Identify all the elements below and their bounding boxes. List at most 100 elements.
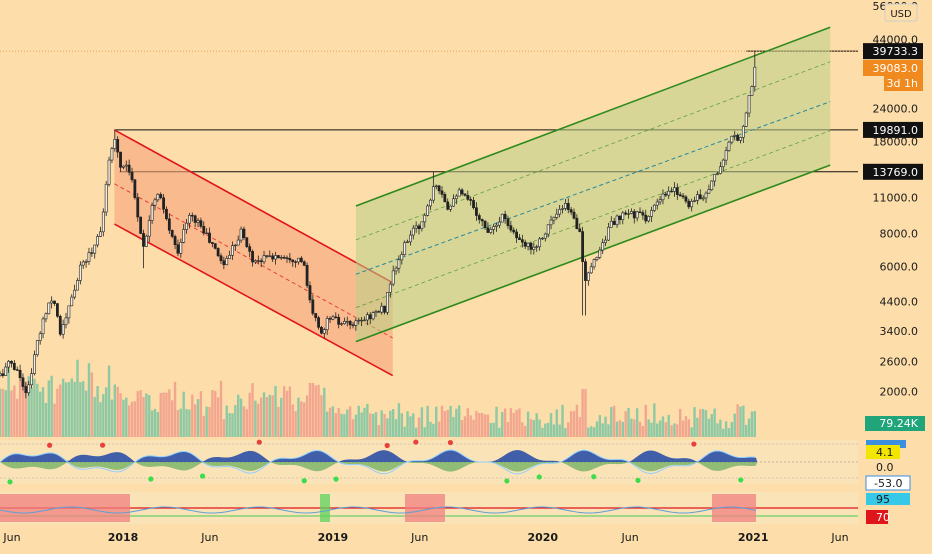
- volume-bar: [294, 411, 297, 437]
- volume-bar: [360, 412, 363, 437]
- candle-body: [503, 213, 507, 220]
- volume-bar: [412, 413, 415, 437]
- candle-body: [274, 255, 277, 260]
- volume-bar: [234, 405, 237, 437]
- candle-body: [463, 193, 467, 196]
- volume-bar: [420, 407, 424, 437]
- candle-body: [142, 233, 145, 247]
- volume-bar: [506, 422, 510, 437]
- volume-bar: [268, 394, 271, 437]
- volume-bar: [96, 386, 99, 437]
- volume-bar: [498, 427, 501, 437]
- candle-body: [414, 225, 418, 229]
- candle-body: [604, 239, 607, 243]
- candle-body: [96, 236, 99, 246]
- volume-bar: [564, 428, 567, 437]
- volume-bar: [257, 403, 260, 437]
- descending-channel-upper-line[interactable]: [114, 129, 394, 284]
- volume-bar: [727, 428, 731, 437]
- volume-bar: [417, 417, 421, 437]
- candle-body: [133, 179, 137, 198]
- volume-bar: [538, 419, 541, 437]
- ascending-channel-lower-line[interactable]: [355, 164, 831, 343]
- volume-bar: [125, 397, 128, 437]
- volume-bar: [311, 383, 315, 437]
- volume-bar: [176, 410, 180, 437]
- volume-bar: [300, 401, 303, 437]
- volume-bar: [159, 393, 162, 437]
- ascending-channel-center-line: [355, 101, 831, 275]
- candle-body: [374, 311, 378, 313]
- volume-bar: [446, 409, 449, 437]
- volume-bar: [314, 385, 317, 437]
- currency-badge[interactable]: [884, 3, 918, 22]
- candle-body: [561, 208, 564, 210]
- price-tick-label: 4400.0: [880, 296, 919, 309]
- volume-bar: [595, 421, 599, 437]
- candle-body: [12, 362, 16, 370]
- candle-body: [523, 241, 527, 247]
- volume-bar: [644, 404, 647, 437]
- volume-bar: [30, 387, 33, 437]
- volume-bar: [76, 359, 79, 437]
- candle-body: [730, 135, 734, 143]
- volume-bar: [87, 363, 91, 437]
- candle-body: [259, 260, 263, 263]
- volume-bar: [739, 406, 742, 437]
- volume-bar: [544, 423, 547, 437]
- volume-bar: [618, 420, 622, 437]
- candle-body: [618, 215, 622, 220]
- candle-body: [644, 214, 648, 222]
- volume-bar: [165, 392, 168, 437]
- candle-body: [509, 225, 513, 231]
- volume-bar: [231, 413, 234, 437]
- volume-bar: [145, 393, 148, 437]
- volume-bar: [386, 418, 389, 437]
- candle-body: [400, 254, 404, 261]
- candle-body: [394, 267, 398, 272]
- candle-body: [707, 189, 711, 194]
- volume-bar: [24, 381, 28, 437]
- candle-body: [87, 252, 91, 262]
- candle-body: [84, 261, 88, 263]
- volume-bar: [99, 402, 102, 437]
- ascending-channel-upper-line[interactable]: [355, 26, 831, 207]
- volume-bar: [237, 394, 240, 437]
- candle-body: [61, 324, 65, 335]
- candle-body: [340, 323, 343, 325]
- volume-bar: [185, 409, 188, 437]
- candle-body: [721, 159, 725, 168]
- volume-bar: [357, 405, 360, 437]
- candle-body: [1, 373, 5, 376]
- volume-bar: [449, 405, 452, 437]
- volume-bar: [750, 411, 754, 437]
- candle-body: [546, 224, 550, 235]
- candle-body: [93, 244, 97, 254]
- volume-bar: [153, 408, 157, 437]
- candle-body: [449, 205, 452, 210]
- candle-body: [354, 320, 358, 326]
- candle-body: [678, 194, 682, 197]
- volume-bar: [59, 384, 62, 437]
- candle-body: [704, 192, 708, 199]
- candle-body: [739, 137, 742, 141]
- volume-bar: [297, 397, 300, 437]
- candle-body: [627, 213, 630, 215]
- candle-body: [615, 215, 619, 225]
- candle-body: [549, 219, 553, 226]
- oscillator-dot: [691, 441, 697, 447]
- volume-bar: [492, 422, 495, 437]
- volume-bar: [285, 390, 289, 437]
- oscillator-dot: [256, 439, 262, 445]
- volume-bar: [127, 405, 131, 437]
- volume-bar: [168, 389, 171, 437]
- volume-bar: [472, 419, 475, 437]
- volume-bar: [690, 427, 693, 437]
- descending-channel-lower-line[interactable]: [114, 223, 394, 377]
- candle-body: [351, 324, 355, 326]
- candle-body: [581, 231, 585, 262]
- candle-body: [632, 211, 636, 219]
- candle-body: [202, 226, 206, 234]
